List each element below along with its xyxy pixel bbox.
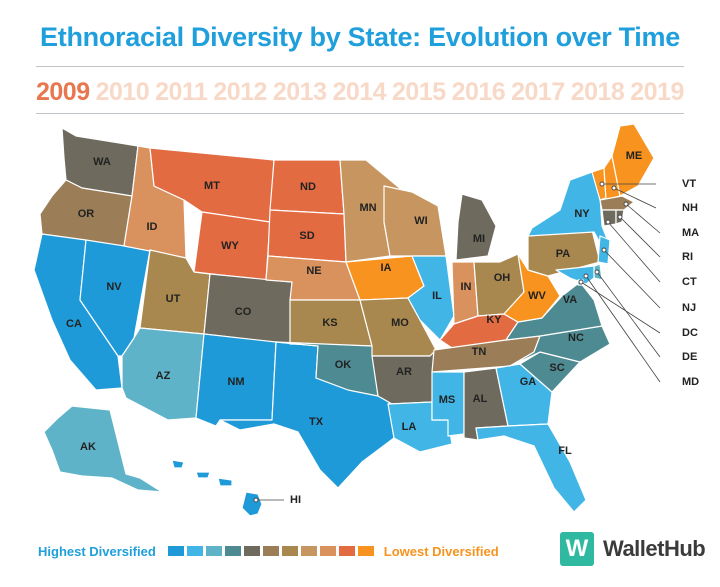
year-selector: 2009 2010 2011 2012 2013 2014 2015 2016 2017 2018… <box>36 76 684 108</box>
state-FL[interactable] <box>475 423 587 513</box>
leader-dot-CT <box>605 219 611 225</box>
state-MA[interactable] <box>599 195 635 211</box>
leader-NJ <box>603 249 661 309</box>
outside-label-HI: HI <box>290 494 301 506</box>
state-SD[interactable] <box>267 209 347 263</box>
state-AK[interactable] <box>43 405 163 493</box>
legend-swatch-4 <box>224 546 241 556</box>
year-divider <box>36 113 684 114</box>
outside-label-CT: CT <box>682 276 697 288</box>
legend-scale <box>167 546 374 556</box>
logo-mark: W <box>560 532 594 566</box>
leader-dot-DC <box>578 279 584 285</box>
leader-dot-DE <box>594 269 600 275</box>
leader-CT <box>607 221 661 283</box>
state-NY[interactable] <box>527 171 611 251</box>
state-WI[interactable] <box>383 185 447 257</box>
leader-MA <box>625 203 661 234</box>
state-HI-isles-1[interactable] <box>171 459 185 469</box>
state-ND[interactable] <box>269 159 345 215</box>
year-2010[interactable]: 2010 <box>95 77 150 106</box>
state-CO[interactable] <box>203 273 293 345</box>
leader-dot-RI <box>617 214 623 220</box>
state-IA[interactable] <box>345 255 425 301</box>
state-HI-isles-3[interactable] <box>217 477 233 487</box>
year-2018[interactable]: 2018 <box>570 77 625 106</box>
us-state-map: WA OR CA NV ID MT WY UT AZ CO NM TX ND S… <box>33 123 699 517</box>
state-MD[interactable] <box>555 265 595 285</box>
legend-swatch-11 <box>357 546 374 556</box>
logo-wordmark: WalletHub <box>603 536 706 561</box>
leader-MD <box>585 275 661 383</box>
state-HI-isles-2[interactable] <box>195 471 211 479</box>
outside-label-DE: DE <box>682 351 697 363</box>
year-2014[interactable]: 2014 <box>332 77 387 106</box>
outside-label-VT: VT <box>682 178 696 190</box>
outside-label-MD: MD <box>682 376 699 388</box>
state-KS[interactable] <box>289 299 373 347</box>
title-divider <box>36 66 684 67</box>
leader-dot-MA <box>623 201 629 207</box>
leader-dot-NJ <box>601 247 607 253</box>
leader-dot-VT <box>599 181 605 187</box>
leader-RI <box>619 216 661 258</box>
outside-label-NH: NH <box>682 202 698 214</box>
legend-swatch-10 <box>338 546 355 556</box>
outside-label-DC: DC <box>682 327 698 339</box>
outside-label-NJ: NJ <box>682 302 696 314</box>
leader-dot-MD <box>583 273 589 279</box>
state-AR[interactable] <box>371 349 437 405</box>
state-GA[interactable] <box>495 363 553 427</box>
leader-NH <box>613 187 657 209</box>
year-2016[interactable]: 2016 <box>451 77 506 106</box>
year-2012[interactable]: 2012 <box>213 77 267 106</box>
leader-DC <box>580 281 661 334</box>
year-2015[interactable]: 2015 <box>392 77 446 106</box>
wallethub-logo: W WalletHub <box>560 530 706 568</box>
legend-low-label: Lowest Diversified <box>383 543 499 559</box>
state-AZ[interactable] <box>121 327 205 421</box>
legend-high-label: Highest Diversified <box>38 543 156 559</box>
legend-swatch-8 <box>300 546 317 556</box>
legend-swatch-6 <box>262 546 279 556</box>
legend-swatch-5 <box>243 546 260 556</box>
legend-swatch-3 <box>205 546 222 556</box>
state-ME[interactable] <box>611 123 655 197</box>
year-2019[interactable]: 2019 <box>630 77 684 106</box>
state-HI[interactable] <box>241 491 263 517</box>
legend-swatch-2 <box>186 546 203 556</box>
year-2011[interactable]: 2011 <box>155 77 208 106</box>
year-2009[interactable]: 2009 <box>36 77 90 106</box>
year-2017[interactable]: 2017 <box>511 77 565 106</box>
outside-label-RI: RI <box>682 251 693 263</box>
leader-dot-NH <box>611 185 617 191</box>
leader-DE <box>596 271 661 358</box>
year-2013[interactable]: 2013 <box>272 77 327 106</box>
page-title: Ethnoracial Diversity by State: Evolutio… <box>40 22 680 52</box>
state-IL[interactable] <box>407 255 455 341</box>
state-WY[interactable] <box>193 211 271 281</box>
state-NM[interactable] <box>195 333 277 427</box>
state-MI[interactable] <box>455 193 497 261</box>
legend-swatch-9 <box>319 546 336 556</box>
state-NC[interactable] <box>509 325 611 367</box>
legend-swatch-1 <box>167 546 184 556</box>
outside-label-MA: MA <box>682 227 699 239</box>
legend: Highest Diversified Lowest Diversified <box>38 540 499 562</box>
legend-swatch-7 <box>281 546 298 556</box>
leader-dot-HI <box>253 497 259 503</box>
